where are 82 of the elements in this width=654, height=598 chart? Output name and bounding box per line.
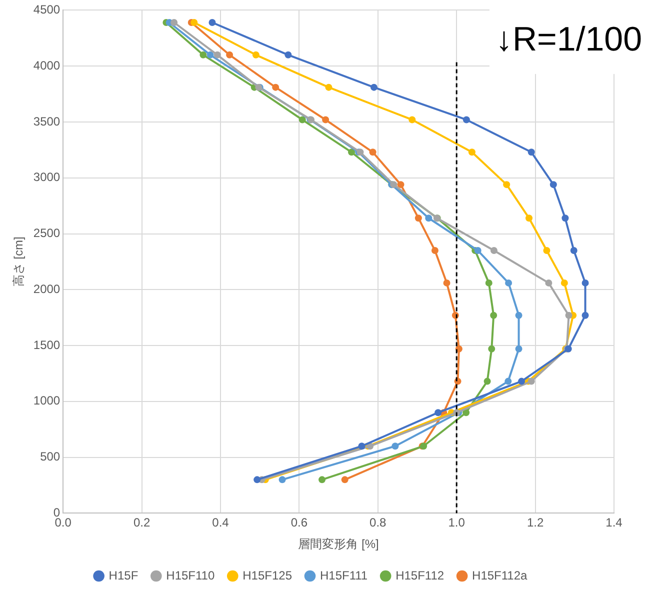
point [208, 18, 216, 26]
y-tick-label: 4500 [33, 2, 60, 17]
point [348, 148, 356, 156]
point [322, 116, 330, 124]
point [528, 378, 535, 385]
point [550, 181, 557, 188]
point [545, 279, 552, 286]
point [226, 51, 234, 58]
point [562, 214, 569, 222]
point [408, 116, 416, 124]
point [278, 476, 286, 484]
y-tick-label: 1000 [33, 394, 60, 408]
y-tick-label: 500 [40, 450, 60, 464]
legend-label: H15F110 [166, 568, 215, 582]
x-tick-label: 1.2 [526, 516, 544, 530]
point [515, 345, 522, 352]
point [414, 214, 422, 222]
x-axis-title: 層間変形角 [%] [298, 537, 379, 552]
y-tick-label: 3000 [33, 170, 60, 184]
point [392, 442, 399, 450]
point [200, 51, 207, 58]
point [369, 148, 376, 156]
point [504, 378, 512, 385]
point [190, 18, 198, 26]
legend-label: H15F112a [472, 568, 528, 582]
point [582, 279, 589, 286]
point [434, 409, 442, 416]
point [370, 84, 378, 91]
point [358, 442, 366, 450]
point [474, 247, 482, 254]
legend-label: H15F112 [396, 568, 444, 582]
point [582, 312, 589, 319]
point [462, 409, 470, 416]
point [505, 279, 512, 286]
point [397, 181, 404, 188]
y-tick-label: 4000 [33, 58, 60, 72]
point [503, 181, 510, 188]
x-tick-label: 0.0 [54, 516, 72, 530]
point [543, 247, 550, 254]
x-tick-label: 0.8 [370, 516, 387, 530]
point [485, 279, 492, 286]
legend-label: H15F111 [320, 568, 368, 582]
point [170, 18, 178, 26]
point [565, 312, 572, 319]
x-tick-label: 0.2 [133, 516, 150, 530]
point [298, 116, 306, 124]
point [272, 84, 280, 91]
point [425, 214, 432, 222]
point [484, 378, 491, 385]
point [490, 247, 498, 254]
point [462, 116, 470, 124]
point [254, 476, 261, 484]
point [431, 247, 438, 254]
point [560, 279, 568, 286]
point [528, 148, 535, 156]
y-axis-title: 高さ [cm] [12, 236, 26, 287]
legend-label: H15F [108, 568, 138, 582]
point [206, 51, 214, 58]
y-tick-label: 2000 [33, 282, 60, 296]
x-tick-label: 1.0 [448, 516, 466, 530]
point [325, 84, 332, 91]
x-tick-label: 0.4 [212, 516, 230, 530]
point [284, 51, 292, 58]
point [490, 312, 498, 319]
point [518, 378, 526, 385]
point [526, 214, 533, 222]
y-tick-label: 1500 [33, 338, 60, 352]
point [488, 345, 496, 352]
x-tick-label: 0.6 [290, 516, 308, 530]
point [570, 247, 578, 254]
y-tick-label: 3500 [33, 114, 60, 128]
point [468, 148, 476, 156]
point [515, 312, 522, 319]
legend-label: H15F125 [242, 568, 292, 582]
point [214, 51, 221, 58]
point [252, 51, 260, 58]
point [318, 476, 326, 484]
point [341, 476, 348, 484]
point [443, 279, 450, 286]
annotation: ↓R=1/100 [496, 20, 642, 58]
x-tick-label: 1.4 [606, 516, 623, 530]
y-tick-label: 2500 [33, 226, 60, 240]
